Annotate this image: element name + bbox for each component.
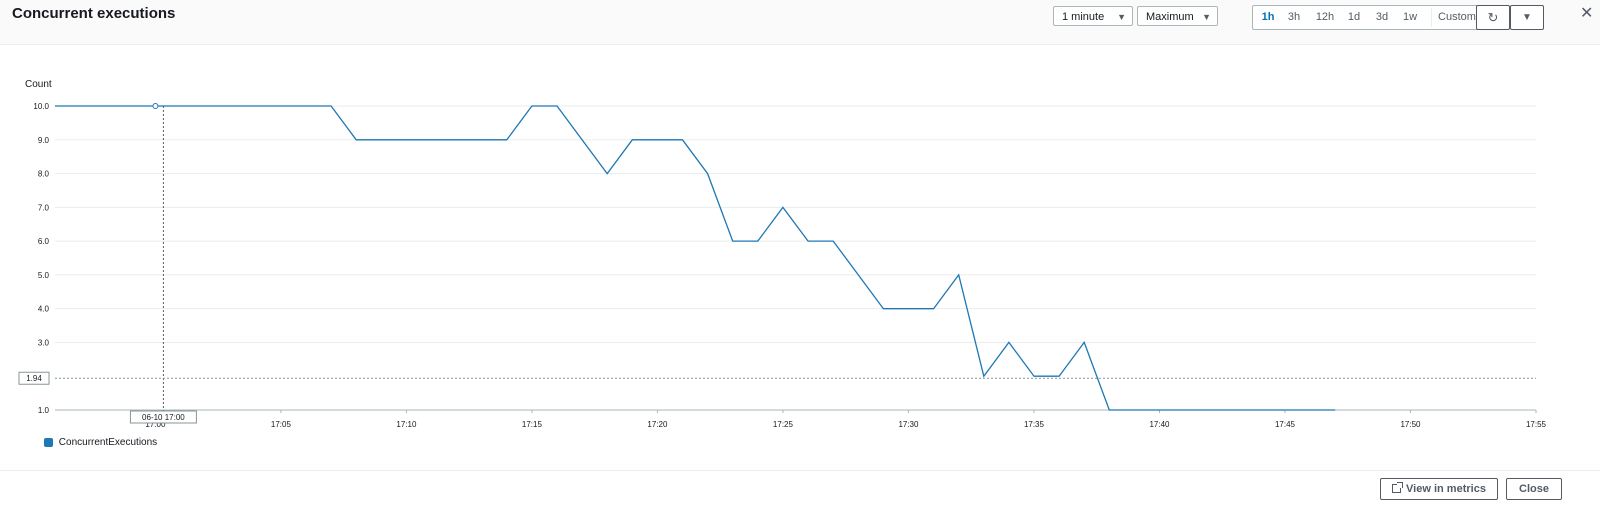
widget-header: Concurrent executions 1 minute ▼ Maximum… [0,0,1600,45]
series-line-concurrent-executions [55,105,1336,411]
y-tick-label: 8.0 [38,170,50,179]
close-icon[interactable]: ✕ [1580,5,1594,22]
widget-title: Concurrent executions [12,5,176,22]
time-range-3h[interactable]: 3h [1287,11,1301,23]
x-tick-label: 17:50 [1400,420,1421,429]
footer-divider [0,470,1600,471]
statistic-select[interactable]: Maximum ▼ [1137,6,1218,26]
hover-point [152,103,159,109]
x-tick-label: 17:25 [773,420,794,429]
x-tick-label: 17:05 [271,420,292,429]
x-tick-label: 17:10 [396,420,417,429]
crosshair-y-label-box [18,371,50,385]
external-link-icon [1392,482,1404,493]
time-range-3d[interactable]: 3d [1375,11,1389,23]
caret-down-icon: ▼ [1202,12,1211,22]
x-tick-label: 17:55 [1526,420,1547,429]
refresh-button[interactable]: ↻ [1476,5,1510,30]
crosshair-y-label: 1.94 [26,374,42,383]
x-tick-label: 17:35 [1024,420,1045,429]
y-tick-label: 10.0 [33,102,49,111]
period-value: 1 minute [1062,11,1105,23]
y-axis-label: Count [25,79,52,90]
time-range-group: 1h 3h 12h 1d 3d 1w Custom [1252,5,1498,30]
y-tick-label: 5.0 [38,271,50,280]
chart-svg: 10.0 9.0 8.0 7.0 6.0 5.0 4.0 3.0 1.0 17:00 17:05 17… [18,102,1547,429]
view-in-metrics-button[interactable]: View in metrics [1380,478,1498,500]
close-button[interactable]: Close [1506,478,1562,500]
y-tick-label: 6.0 [38,237,50,246]
close-label: Close [1519,483,1549,495]
legend-swatch [44,437,53,447]
refresh-options-button[interactable]: ▼ [1510,5,1544,30]
caret-down-icon: ▼ [1117,12,1126,22]
crosshair-x-label-box [129,410,197,424]
y-tick-label: 1.0 [38,406,50,415]
x-tick-label: 17:40 [1149,420,1170,429]
y-tick-label: 4.0 [38,305,50,314]
y-tick-label: 9.0 [38,136,50,145]
x-tick-label: 17:00 [145,420,166,429]
divider [1431,8,1432,27]
period-select[interactable]: 1 minute ▼ [1053,6,1133,26]
caret-down-icon: ▼ [1522,12,1532,23]
x-tick-label: 17:30 [898,420,919,429]
legend-label: ConcurrentExecutions [58,437,158,448]
legend[interactable]: ConcurrentExecutions [44,437,157,451]
time-range-1w[interactable]: 1w [1402,11,1418,23]
time-range-1d[interactable]: 1d [1347,11,1361,23]
x-tick-label: 17:15 [522,420,543,429]
statistic-value: Maximum [1146,11,1194,23]
refresh-icon: ↻ [1487,10,1499,25]
x-tick-label: 17:45 [1275,420,1296,429]
y-tick-label: 7.0 [38,203,50,212]
y-tick-label: 3.0 [38,338,50,347]
x-tick-label: 17:20 [647,420,668,429]
time-range-1h[interactable]: 1h [1261,11,1275,23]
crosshair-x-label: 06-10 17:00 [142,413,185,422]
view-in-metrics-label: View in metrics [1406,483,1486,495]
time-range-custom[interactable]: Custom [1438,11,1476,23]
time-range-12h[interactable]: 12h [1315,11,1335,23]
